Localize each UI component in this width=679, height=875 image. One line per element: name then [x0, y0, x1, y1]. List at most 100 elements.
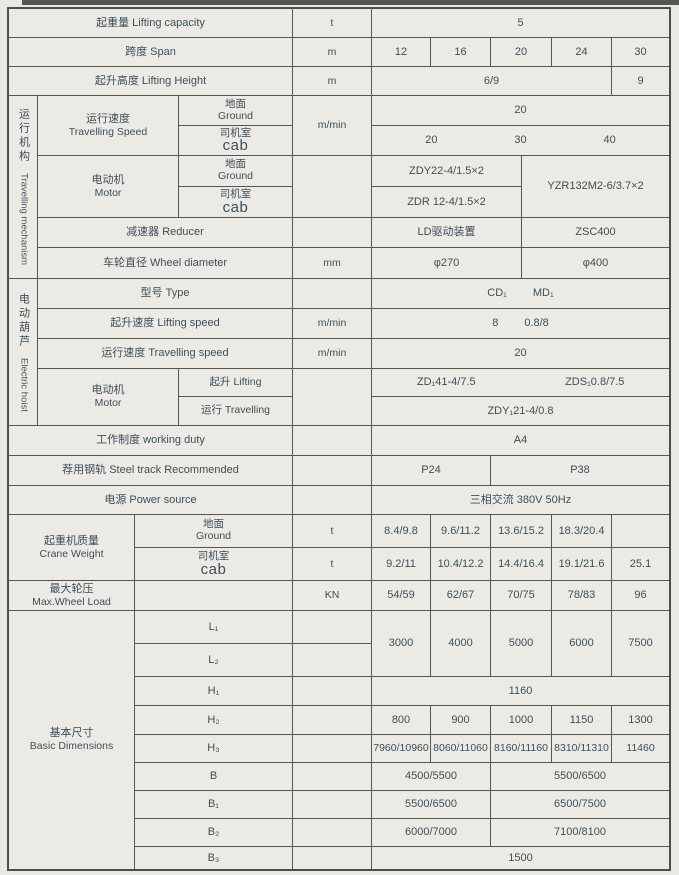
dim-h1-unit-empty	[293, 677, 372, 706]
hoist-type-value: MD₁	[532, 287, 554, 300]
sub-cn: 地面	[203, 518, 224, 531]
dim-l2-sub: L₂	[135, 644, 293, 677]
max-wheel-load-sub-empty	[135, 581, 293, 611]
dim-l-value: 4000	[431, 611, 491, 677]
sub-cn: 地面	[225, 158, 246, 171]
dim-h2-unit-empty	[293, 706, 372, 735]
label-cn: 运行速度	[86, 112, 130, 125]
crane-weight-cab-value: 9.2/11	[372, 548, 431, 581]
travel-motor-label: 电动机 Motor	[38, 156, 179, 218]
crane-weight-ground-value-empty	[612, 515, 669, 548]
reducer-unit-empty	[293, 218, 372, 248]
hoist-type-value: CD₁	[487, 287, 507, 300]
crane-weight-ground-value: 18.3/20.4	[552, 515, 612, 548]
max-wheel-load-value: 54/59	[372, 581, 431, 611]
travelling-speed-unit: m/min	[293, 96, 372, 156]
hoist-travelling-speed-value: 20	[372, 339, 669, 369]
label-en: Travelling Speed	[68, 125, 148, 138]
dim-b-sub: B	[135, 763, 293, 791]
hoist-motor-travelling-value: ZDY₁21-4/0.8	[372, 397, 669, 426]
travelling-speed-label: 运行速度 Travelling Speed	[38, 96, 179, 156]
power-source-value: 三相交流 380V 50Hz	[372, 486, 669, 515]
dim-h3-value: 8310/11310	[552, 735, 612, 763]
span-unit: m	[293, 38, 372, 67]
span-value: 16	[431, 38, 491, 67]
crane-weight-cab-unit: t	[293, 548, 372, 581]
dim-l2-unit-empty	[293, 644, 372, 677]
sub-en: cab	[222, 137, 249, 155]
max-wheel-load-value: 96	[612, 581, 669, 611]
dim-l-value: 3000	[372, 611, 431, 677]
dim-h1-sub: H₁	[135, 677, 293, 706]
dim-h3-sub: H₃	[135, 735, 293, 763]
travelling-speed-cab-sub: 司机室 cab	[179, 126, 293, 156]
crane-weight-ground-value: 8.4/9.8	[372, 515, 431, 548]
dim-l1-unit-empty	[293, 611, 372, 644]
steel-track-value-left: P24	[372, 456, 491, 486]
dim-l1-sub: L₁	[135, 611, 293, 644]
label-en: Max.Wheel Load	[32, 595, 111, 608]
travel-motor-ground-value: ZDY22-4/1.5×2	[372, 156, 522, 187]
cab-speed-value: 30	[514, 134, 527, 147]
hoist-type-label: 型号 Type	[38, 279, 293, 309]
crane-weight-label: 起重机质量 Crane Weight	[9, 515, 135, 581]
sub-cn: 司机室	[219, 126, 252, 139]
dim-b3-sub: B₃	[135, 847, 293, 869]
travelling-speed-ground-sub: 地面 Ground	[179, 96, 293, 126]
max-wheel-load-unit: KN	[293, 581, 372, 611]
dim-h2-value: 1300	[612, 706, 669, 735]
dim-h2-value: 800	[372, 706, 431, 735]
dim-b1-sub: B₁	[135, 791, 293, 819]
working-duty-unit-empty	[293, 426, 372, 456]
steel-track-unit-empty	[293, 456, 372, 486]
hoist-motor-lifting-value: ZD₁41-4/7.5	[416, 376, 476, 389]
dim-h3-value: 8060/11060	[431, 735, 491, 763]
sub-cn: 司机室	[197, 550, 230, 563]
section-label-cn: 电动葫芦	[17, 292, 30, 349]
power-source-label: 电源 Power source	[9, 486, 293, 515]
span-value: 24	[552, 38, 612, 67]
working-duty-value: A4	[372, 426, 669, 456]
travel-motor-unit-empty	[293, 156, 372, 218]
label-cn: 电动机	[91, 384, 125, 397]
label-cn: 基本尺寸	[49, 727, 94, 740]
span-value: 30	[612, 38, 669, 67]
hoist-motor-label: 电动机 Motor	[38, 369, 179, 426]
crane-weight-cab-value: 19.1/21.6	[552, 548, 612, 581]
crane-weight-ground-value: 13.6/15.2	[491, 515, 552, 548]
sub-en: cab	[200, 560, 227, 578]
cab-speed-value: 40	[603, 134, 616, 147]
hoist-motor-lifting-sub: 起升 Lifting	[179, 369, 293, 397]
section-travelling-mechanism: 运行机构 Travelling mechanism	[9, 96, 38, 279]
label-cn: 最大轮压	[49, 582, 94, 595]
dim-h2-value: 1000	[491, 706, 552, 735]
max-wheel-load-value: 62/67	[431, 581, 491, 611]
reducer-label: 减速器 Reducer	[38, 218, 293, 248]
dim-b1-value-left: 5500/6500	[372, 791, 491, 819]
sub-en: Ground	[195, 530, 232, 542]
crane-weight-cab-value: 25.1	[612, 548, 669, 581]
hoist-lifting-speed-value: 0.8/8	[524, 317, 549, 330]
dim-b1-unit-empty	[293, 791, 372, 819]
dim-b-value-right: 5500/6500	[491, 763, 669, 791]
sub-en: Ground	[217, 170, 254, 182]
label-en: Crane Weight	[39, 547, 104, 560]
crane-weight-cab-sub: 司机室 cab	[135, 548, 293, 581]
hoist-motor-lifting-values: ZD₁41-4/7.5 ZDS₁0.8/7.5	[372, 369, 669, 397]
steel-track-label: 荐用钢轨 Steel track Recommended	[9, 456, 293, 486]
reducer-value-right: ZSC400	[522, 218, 669, 248]
steel-track-value-right: P38	[491, 456, 669, 486]
crane-weight-ground-value: 9.6/11.2	[431, 515, 491, 548]
lifting-height-value-main: 6/9	[372, 67, 612, 96]
dim-h1-value: 1160	[372, 677, 669, 706]
section-electric-hoist: 电动葫芦 Electric hoist	[9, 279, 38, 426]
hoist-motor-travelling-sub: 运行 Travelling	[179, 397, 293, 426]
dim-h3-value: 8160/11160	[491, 735, 552, 763]
hoist-lifting-speed-values: 8 0.8/8	[372, 309, 669, 339]
dim-b2-value-left: 6000/7000	[372, 819, 491, 847]
travel-motor-ground-sub: 地面 Ground	[179, 156, 293, 187]
dim-l-value: 6000	[552, 611, 612, 677]
hoist-lifting-speed-label: 起升速度 Lifting speed	[38, 309, 293, 339]
label-en: Motor	[94, 397, 122, 410]
dim-b-unit-empty	[293, 763, 372, 791]
